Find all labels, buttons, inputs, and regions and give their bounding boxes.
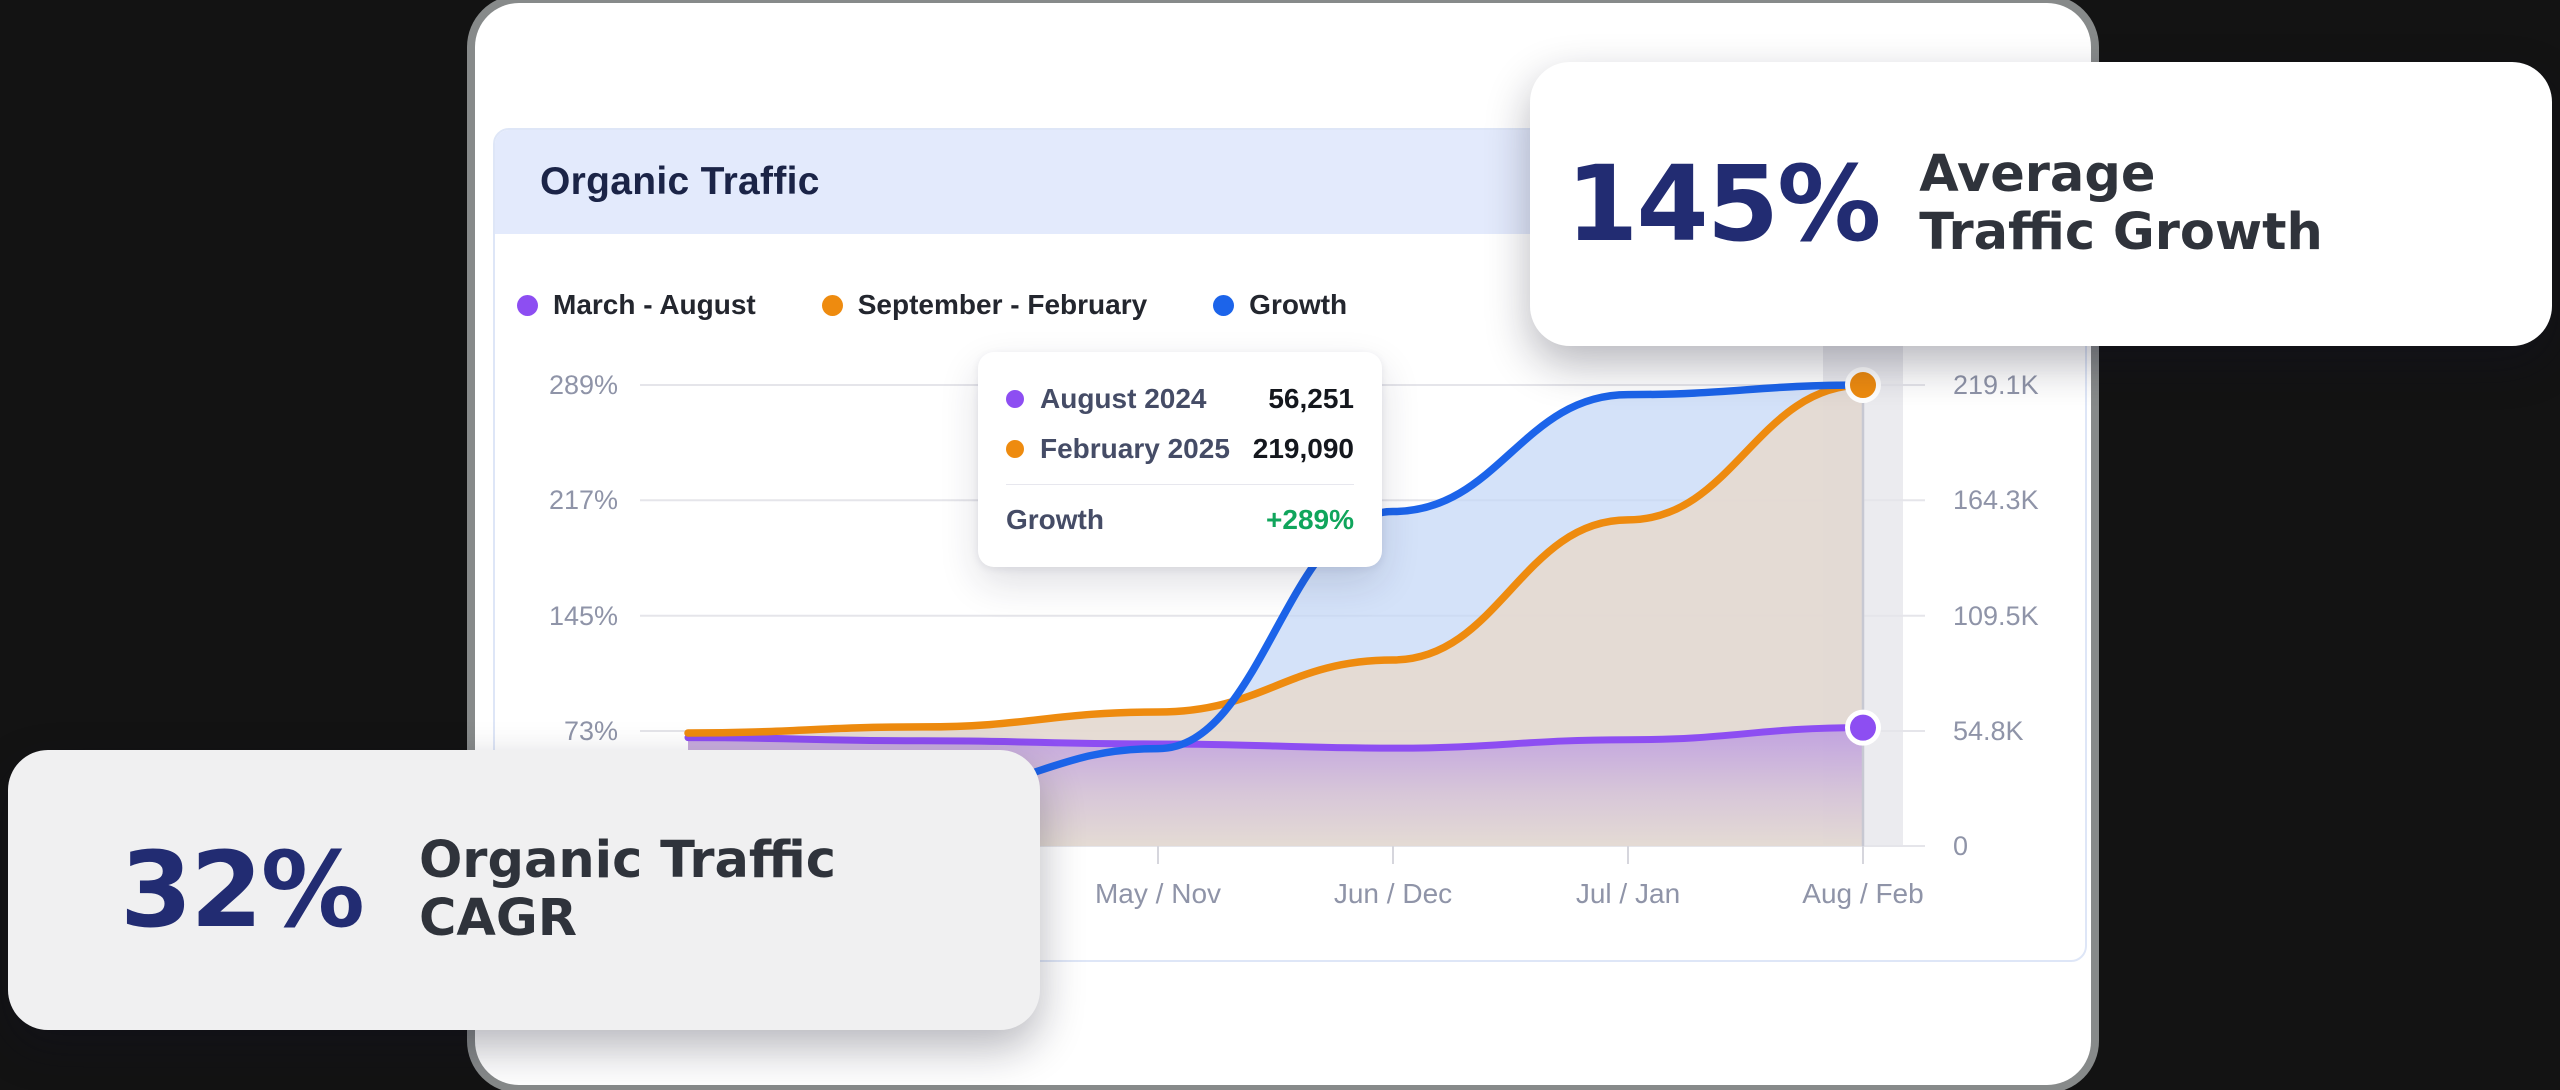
legend-dot-blue-icon bbox=[1213, 294, 1235, 316]
legend-dot-purple-icon bbox=[517, 294, 538, 316]
tooltip-value: 56,251 bbox=[1268, 383, 1354, 414]
tooltip-growth-value: +289% bbox=[1266, 504, 1354, 535]
right-axis-tick: 164.3K bbox=[1953, 485, 2039, 515]
legend-item-september-february[interactable]: September - February bbox=[821, 289, 1148, 321]
tooltip-row-february: February 2025 219,090 bbox=[1006, 424, 1354, 474]
legend-item-growth[interactable]: Growth bbox=[1213, 289, 1347, 321]
chart-panel-border bbox=[493, 128, 2087, 962]
chart-tooltip: August 2024 56,251 February 2025 219,090… bbox=[978, 352, 1382, 567]
stat-label-line2: Traffic Growth bbox=[1919, 203, 2323, 262]
stat-label-line1: Organic Traffic bbox=[418, 831, 837, 890]
tooltip-value: 219,090 bbox=[1252, 433, 1354, 464]
x-axis-label: Aug / Feb bbox=[1802, 878, 1924, 909]
legend-label: September - February bbox=[857, 289, 1148, 320]
left-axis-tick: 145% bbox=[548, 601, 618, 631]
tooltip-row-growth: Growth +289% bbox=[1006, 497, 1354, 543]
right-axis-tick: 0 bbox=[1953, 831, 1969, 861]
stat-label: Organic Traffic CAGR bbox=[419, 832, 836, 948]
chart-legend: March - August September - February Grow… bbox=[517, 283, 1347, 327]
right-axis-tick: 219.1K bbox=[1953, 370, 2039, 400]
tooltip-row-august: August 2024 56,251 bbox=[1006, 374, 1354, 424]
tooltip-dot-purple-icon bbox=[1006, 390, 1024, 408]
tooltip-dot-orange-icon bbox=[1006, 440, 1024, 458]
tooltip-label: February 2025 bbox=[1040, 433, 1230, 464]
stat-label-line2: CAGR bbox=[418, 889, 577, 948]
legend-dot-orange-icon bbox=[821, 294, 843, 316]
right-axis-tick: 109.5K bbox=[1953, 601, 2039, 631]
left-axis-tick: 217% bbox=[548, 485, 618, 515]
stat-badge-organic-traffic-cagr: 32% Organic Traffic CAGR bbox=[8, 750, 1040, 1030]
x-axis-label: Jul / Jan bbox=[1575, 878, 1681, 909]
chart-title: Organic Traffic bbox=[540, 160, 820, 203]
left-axis-tick: 289% bbox=[548, 370, 618, 400]
x-axis-label: May / Nov bbox=[1094, 878, 1222, 909]
tooltip-divider bbox=[1006, 484, 1354, 485]
stat-value: 145% bbox=[1566, 143, 1881, 265]
stat-value: 32% bbox=[120, 829, 365, 951]
stat-label-line1: Average bbox=[1919, 145, 2156, 204]
legend-item-march-august[interactable]: March - August bbox=[517, 289, 756, 321]
legend-label: Growth bbox=[1249, 289, 1348, 320]
tooltip-label: August 2024 bbox=[1040, 383, 1207, 414]
legend-label: March - August bbox=[553, 289, 756, 320]
right-axis-tick: 54.8K bbox=[1953, 716, 2024, 746]
stat-badge-average-traffic-growth: 145% Average Traffic Growth bbox=[1530, 62, 2552, 346]
stat-label: Average Traffic Growth bbox=[1919, 146, 2322, 262]
left-axis-tick: 73% bbox=[563, 716, 618, 746]
tooltip-growth-label: Growth bbox=[1006, 504, 1104, 535]
x-axis-label: Jun / Dec bbox=[1333, 878, 1453, 909]
